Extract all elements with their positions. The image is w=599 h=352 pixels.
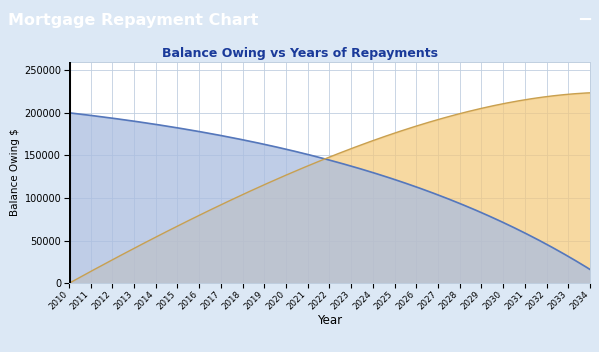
Text: Mortgage Repayment Chart: Mortgage Repayment Chart bbox=[8, 13, 258, 28]
Text: Balance Owing vs Years of Repayments: Balance Owing vs Years of Repayments bbox=[162, 47, 437, 60]
X-axis label: Year: Year bbox=[317, 314, 342, 327]
Text: −: − bbox=[577, 11, 592, 29]
Y-axis label: Balance Owing $: Balance Owing $ bbox=[10, 128, 20, 216]
